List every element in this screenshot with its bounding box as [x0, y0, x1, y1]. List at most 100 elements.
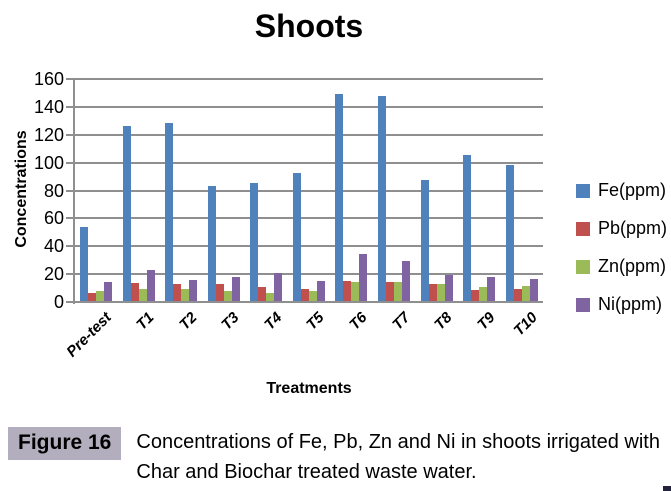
gridline	[75, 78, 543, 80]
bar-group-t2	[165, 123, 198, 301]
bar-zn-t4	[266, 292, 275, 301]
bar-groups	[75, 79, 543, 301]
bar-group-t9	[463, 155, 496, 301]
y-tick-mark	[66, 161, 74, 164]
x-tick-label-t5: T5	[303, 309, 329, 334]
y-tick-mark	[66, 105, 74, 108]
corner-artifact	[663, 486, 671, 491]
bar-zn-t10	[521, 285, 530, 301]
bar-group-pre-test	[80, 227, 113, 301]
x-tick-label-t2: T2	[175, 309, 201, 334]
bar-zn-t6	[351, 281, 360, 301]
x-axis-title: Treatments	[266, 380, 352, 397]
bar-fe-t4	[250, 183, 259, 301]
y-axis-line	[73, 78, 75, 304]
bar-zn-t7	[393, 282, 402, 301]
legend-item-ni: Ni(ppm)	[576, 294, 667, 315]
bar-fe-t2	[165, 123, 174, 301]
plot-area	[75, 78, 543, 303]
bar-ni-t5	[316, 280, 325, 301]
y-tick-label: 100	[33, 152, 64, 173]
legend-item-pb: Pb(ppm)	[576, 218, 667, 239]
legend: Fe(ppm) Pb(ppm) Zn(ppm) Ni(ppm)	[576, 180, 667, 332]
bar-pb-t6	[343, 280, 352, 301]
figure-number-label: Figure 16	[8, 427, 122, 460]
caption-text: Concentrations of Fe, Pb, Zn and Ni in s…	[136, 431, 660, 483]
y-tick-mark	[66, 273, 74, 276]
y-tick-label: 80	[43, 180, 64, 201]
gridline	[75, 273, 543, 276]
bar-pb-t10	[513, 288, 522, 301]
y-tick-mark	[66, 189, 74, 192]
bar-fe-t9	[463, 155, 472, 301]
y-tick-mark	[66, 301, 74, 303]
bar-fe-t1	[122, 126, 131, 301]
bar-fe-t6	[335, 94, 344, 301]
caption: Figure 16 Concentrations of Fe, Pb, Zn a…	[8, 427, 664, 487]
gridline	[75, 189, 543, 192]
bar-zn-pre-test	[96, 290, 105, 301]
bar-zn-t9	[479, 287, 488, 301]
bar-zn-t1	[138, 288, 147, 301]
bar-pb-pre-test	[88, 292, 97, 301]
y-tick-label: 120	[33, 124, 64, 145]
bar-zn-t2	[181, 289, 190, 301]
bar-group-t5	[292, 173, 325, 301]
y-tick-mark	[66, 78, 74, 80]
x-tick-label-t4: T4	[261, 309, 286, 334]
y-tick-label: 60	[43, 208, 64, 229]
bar-zn-t3	[223, 290, 232, 301]
x-tick-label-t10: T10	[510, 309, 541, 340]
bar-ni-pre-test	[104, 282, 113, 301]
chart-title: Shoots	[254, 8, 364, 44]
bar-fe-pre-test	[80, 227, 89, 301]
legend-item-zn: Zn(ppm)	[576, 256, 667, 277]
bar-group-t10	[505, 165, 538, 301]
legend-swatch-icon	[576, 259, 590, 274]
y-tick-label: 20	[43, 264, 64, 285]
bar-ni-t8	[444, 275, 453, 301]
bar-ni-t6	[359, 253, 368, 301]
bar-ni-t1	[146, 269, 155, 301]
bar-zn-t8	[436, 284, 445, 301]
legend-label: Pb(ppm)	[598, 218, 668, 238]
bar-group-t6	[335, 94, 368, 301]
legend-swatch-icon	[576, 221, 590, 236]
bar-zn-t5	[308, 291, 317, 301]
x-tick-label-t7: T7	[388, 309, 414, 334]
bar-group-t8	[420, 180, 453, 301]
x-tick-label-t6: T6	[346, 309, 371, 334]
gridline	[75, 133, 543, 136]
bar-group-t7	[377, 95, 410, 301]
bar-fe-t8	[420, 180, 429, 301]
bar-pb-t3	[215, 284, 224, 301]
bar-pb-t2	[173, 284, 182, 301]
y-tick-mark	[66, 133, 74, 136]
bar-group-t3	[207, 185, 240, 301]
legend-label: Zn(ppm)	[598, 256, 667, 276]
gridline	[75, 161, 543, 164]
bar-ni-t4	[274, 273, 283, 301]
y-tick-label: 140	[33, 96, 64, 117]
gridline	[75, 217, 543, 220]
bar-group-t4	[250, 183, 283, 301]
y-tick-label: 40	[43, 236, 64, 257]
x-tick-label-t8: T8	[431, 309, 456, 334]
bar-pb-t5	[300, 288, 309, 301]
bar-fe-t7	[377, 95, 386, 301]
y-tick-label: 0	[53, 292, 64, 312]
legend-label: Ni(ppm)	[598, 294, 663, 314]
bar-fe-t5	[292, 173, 301, 301]
y-tick-mark	[66, 245, 74, 248]
legend-label: Fe(ppm)	[598, 180, 667, 200]
bar-pb-t4	[258, 287, 267, 301]
x-tick-label-t1: T1	[133, 309, 158, 334]
bar-fe-t3	[207, 185, 216, 301]
bar-pb-t9	[471, 289, 480, 301]
bar-ni-t10	[529, 278, 538, 301]
gridline	[75, 105, 543, 108]
gridline	[75, 301, 543, 303]
bar-ni-t3	[231, 276, 240, 301]
y-tick-mark	[66, 217, 74, 220]
